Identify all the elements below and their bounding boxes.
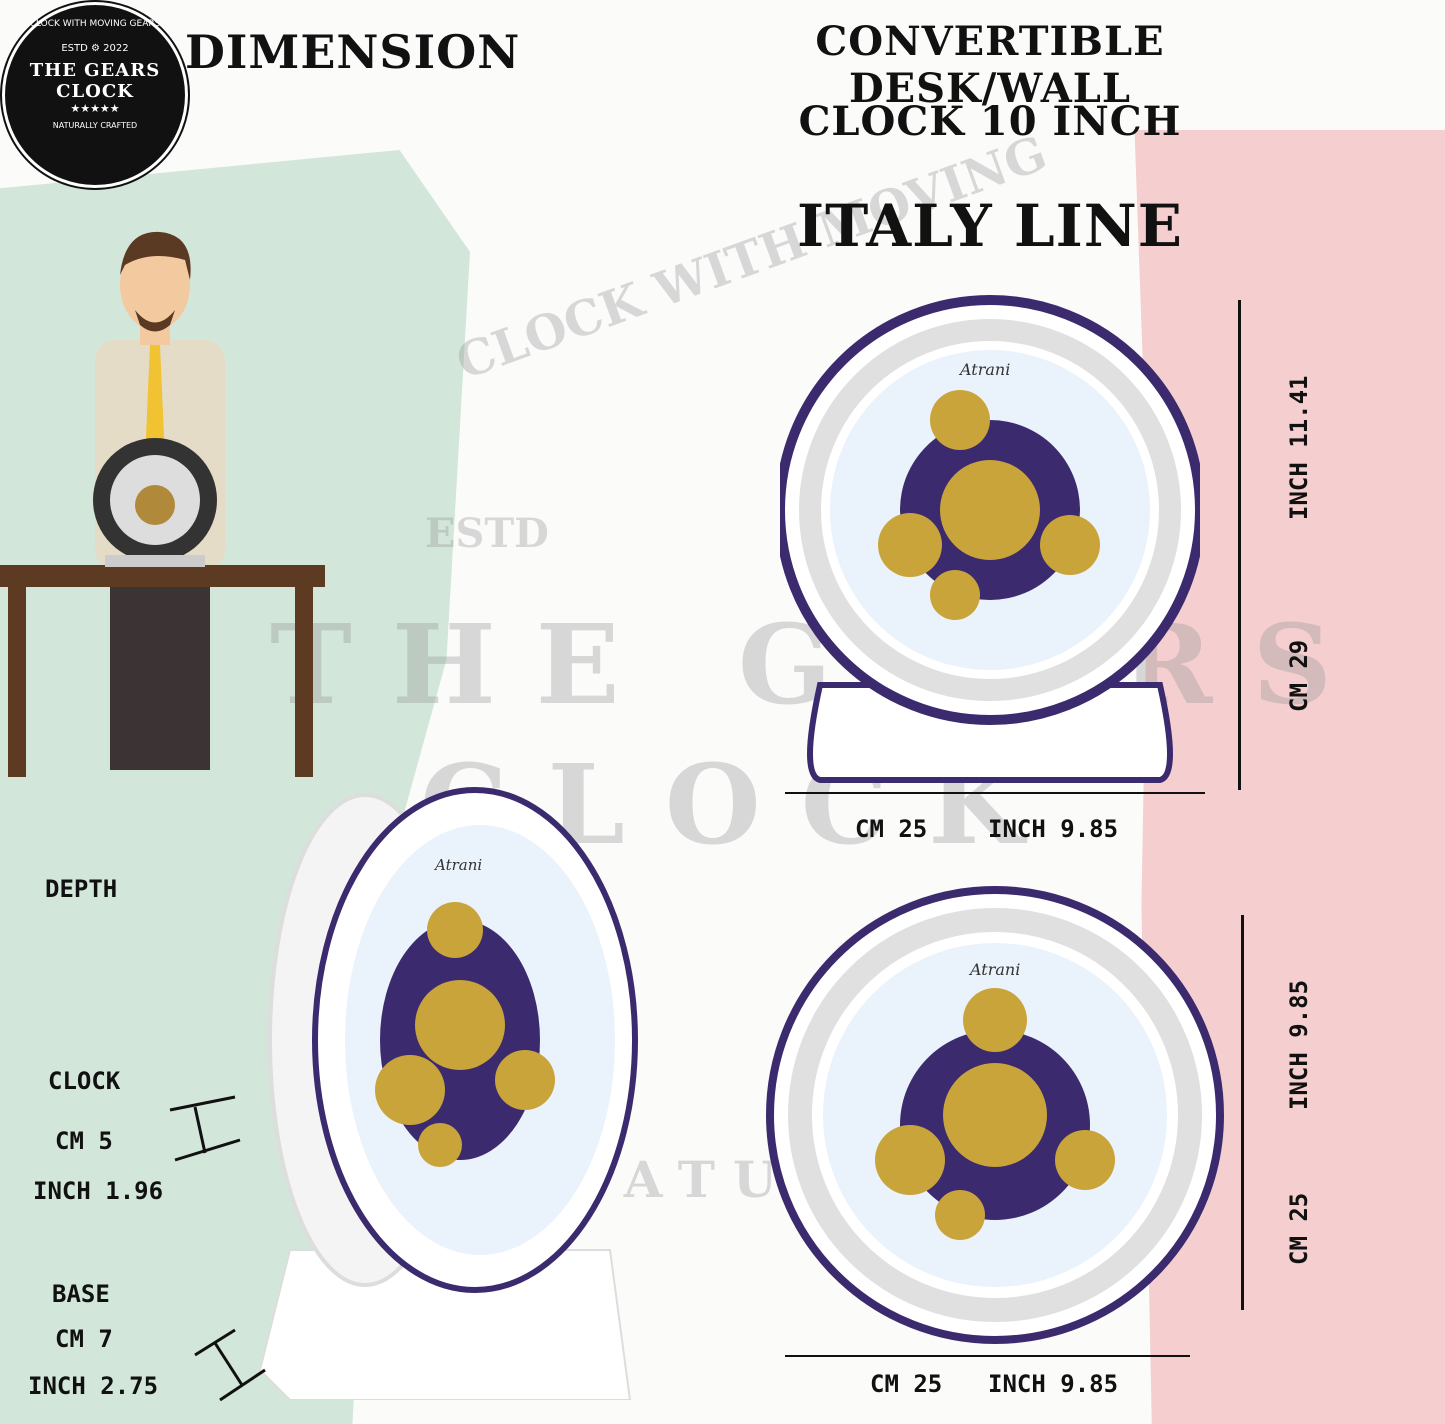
logo-stars: ★★★★★ <box>70 102 120 115</box>
man-at-desk-illustration <box>0 231 325 777</box>
bottom-width-cm: CM 25 <box>870 1370 943 1398</box>
logo-arc-bottom: NATURALLY CRAFTED <box>52 121 138 130</box>
bottom-height-inch: INCH 9.85 <box>1285 979 1313 1110</box>
top-height-inch: INCH 11.41 <box>1285 375 1313 521</box>
bottom-clock-brand: Atrani <box>968 960 1020 979</box>
bottom-width-line <box>785 1355 1190 1357</box>
side-clock-brand: Atrani <box>433 856 482 874</box>
bottom-clock-image: Atrani <box>766 886 1224 1344</box>
brand-logo: CLOCK WITH MOVING GEARS ESTD ⚙ 2022 THE … <box>2 2 188 188</box>
top-width-line <box>785 792 1205 794</box>
top-height-cm: CM 29 <box>1285 639 1313 712</box>
logo-arc-top: CLOCK WITH MOVING GEARS <box>29 19 161 29</box>
depth-title: DEPTH <box>45 875 118 903</box>
clock-depth-marker <box>169 1095 241 1162</box>
top-height-line <box>1238 300 1241 790</box>
top-clock-brand: Atrani <box>958 360 1010 379</box>
watermark-estd: ESTD <box>425 510 549 557</box>
depth-clock-cm: CM 5 <box>55 1127 113 1155</box>
bottom-width-inch: INCH 9.85 <box>988 1370 1119 1398</box>
subtitle: ITALY LINE <box>797 192 1183 260</box>
logo-estd: ESTD <box>61 43 88 54</box>
dimension-heading: DIMENSION <box>185 25 521 79</box>
bottom-height-cm: CM 25 <box>1285 1192 1313 1265</box>
bottom-height-line <box>1241 915 1244 1310</box>
base-depth-marker <box>194 1328 266 1402</box>
top-width-inch: INCH 9.85 <box>988 815 1119 843</box>
depth-base-inch: INCH 2.75 <box>28 1372 159 1400</box>
title-line-2: CLOCK 10 INCH <box>798 98 1182 145</box>
logo-name-1: THE GEARS <box>29 60 161 81</box>
depth-clock-inch: INCH 1.96 <box>33 1177 164 1205</box>
depth-base-label: BASE <box>52 1280 110 1308</box>
logo-year: 2022 <box>103 43 129 54</box>
depth-clock-label: CLOCK <box>48 1067 121 1095</box>
top-clock-image: Atrani <box>780 295 1200 783</box>
top-width-cm: CM 25 <box>855 815 928 843</box>
title-line-1: CONVERTIBLE DESK/WALL <box>815 18 1165 112</box>
logo-name-2: CLOCK <box>56 81 134 102</box>
side-clock-image: Atrani <box>258 787 638 1400</box>
depth-base-cm: CM 7 <box>55 1325 113 1353</box>
